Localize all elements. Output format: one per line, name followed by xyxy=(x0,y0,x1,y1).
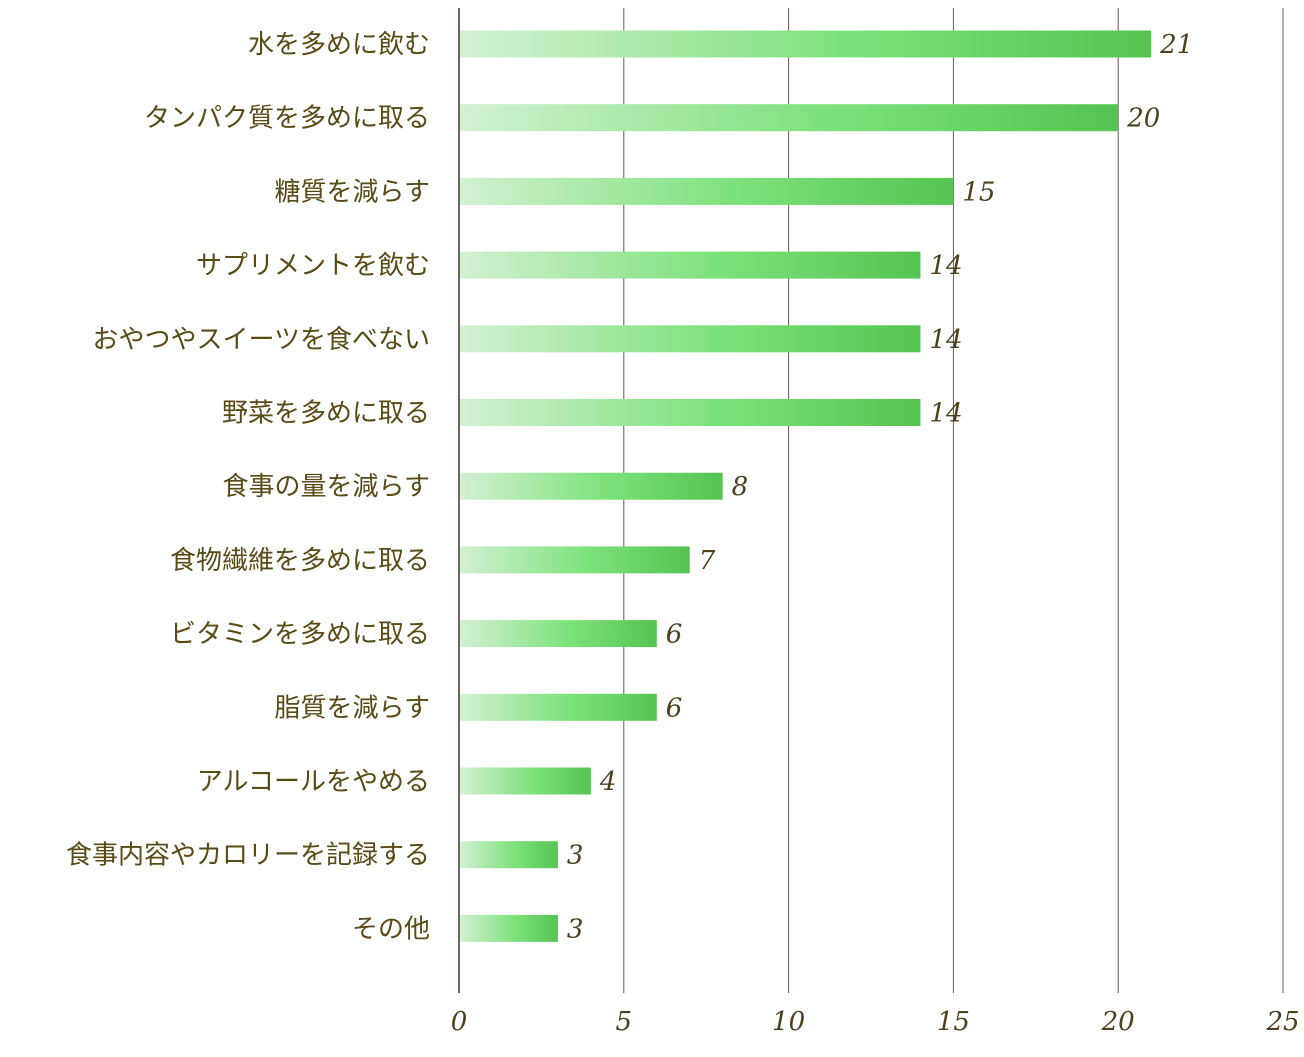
value-label: 4 xyxy=(599,767,617,797)
x-tick-label: 5 xyxy=(616,1007,633,1037)
category-label: アルコールをやめる xyxy=(197,767,430,797)
bar xyxy=(460,546,690,574)
category-label: 食事の量を減らす xyxy=(223,472,430,502)
bar xyxy=(460,620,657,648)
category-label: 脂質を減らす xyxy=(275,693,430,723)
bar xyxy=(460,693,657,721)
value-label: 14 xyxy=(929,399,962,429)
category-label: サプリメントを飲む xyxy=(196,251,430,281)
x-tick-label: 20 xyxy=(1101,1007,1135,1037)
category-label: おやつやスイーツを食べない xyxy=(93,325,430,355)
bar xyxy=(460,325,921,353)
bar xyxy=(460,104,1119,132)
category-label: 野菜を多めに取る xyxy=(222,399,430,429)
x-tick-labels: 0 5 10 15 20 25 xyxy=(451,1007,1300,1037)
value-label: 8 xyxy=(732,472,749,502)
category-label: 食物繊維を多めに取る xyxy=(170,546,430,576)
value-label: 14 xyxy=(929,325,962,355)
bar xyxy=(460,251,921,279)
value-label: 3 xyxy=(567,914,584,944)
bar xyxy=(460,472,723,500)
category-labels: 水を多めに飲むタンパク質を多めに取る糖質を減らすサプリメントを飲むおやつやスイー… xyxy=(66,30,430,944)
grid-lines xyxy=(623,8,1284,993)
value-label: 15 xyxy=(962,177,995,207)
x-tick-label: 0 xyxy=(451,1007,468,1037)
value-label: 7 xyxy=(699,546,716,576)
bar xyxy=(460,914,558,942)
category-label: ビタミンを多めに取る xyxy=(170,620,430,650)
x-tick-label: 10 xyxy=(772,1007,805,1037)
value-label: 20 xyxy=(1126,104,1160,134)
value-label: 6 xyxy=(666,693,683,723)
bar xyxy=(460,399,921,426)
category-label: その他 xyxy=(352,914,430,944)
bars xyxy=(460,30,1152,942)
category-label: タンパク質を多めに取る xyxy=(144,104,430,134)
bar xyxy=(460,841,558,869)
category-label: 水を多めに飲む xyxy=(248,30,430,60)
x-tick-label: 25 xyxy=(1265,1007,1299,1037)
x-tick-label: 15 xyxy=(937,1007,970,1037)
value-label: 3 xyxy=(567,841,584,871)
value-label: 14 xyxy=(929,251,962,281)
value-label: 6 xyxy=(666,620,683,650)
bar xyxy=(460,767,591,795)
category-label: 食事内容やカロリーを記録する xyxy=(66,841,430,871)
bar xyxy=(460,30,1152,58)
bar xyxy=(460,177,954,205)
value-labels: 21 20 15 14 14 14 8 7 6 6 4 3 3 xyxy=(567,30,1193,944)
category-label: 糖質を減らす xyxy=(275,177,430,207)
value-label: 21 xyxy=(1159,30,1193,60)
